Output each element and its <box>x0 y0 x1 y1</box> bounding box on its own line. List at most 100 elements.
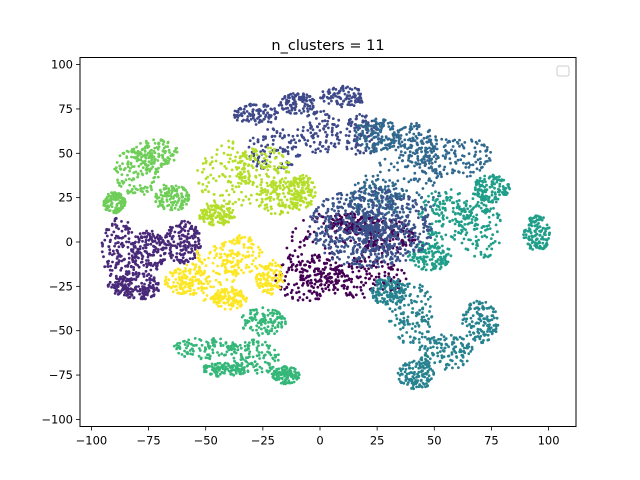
scatter-point <box>252 103 256 106</box>
scatter-point <box>272 373 276 377</box>
scatter-point <box>198 349 202 352</box>
scatter-point <box>478 176 482 180</box>
scatter-point <box>464 166 468 169</box>
scatter-point <box>144 269 148 273</box>
scatter-point <box>443 165 447 169</box>
scatter-point <box>491 310 495 314</box>
scatter-point <box>144 155 147 159</box>
scatter-point <box>485 188 489 192</box>
scatter-point <box>465 324 469 328</box>
scatter-point <box>143 285 146 289</box>
scatter-point <box>160 241 163 245</box>
scatter-point <box>425 384 429 388</box>
scatter-point <box>481 184 485 188</box>
scatter-point <box>481 225 485 228</box>
scatter-point <box>364 115 367 119</box>
scatter-point <box>322 93 326 97</box>
scatter-point <box>133 255 137 259</box>
scatter-point <box>467 166 471 169</box>
scatter-point <box>185 258 189 262</box>
scatter-point <box>223 165 227 168</box>
scatter-point <box>183 349 187 353</box>
scatter-point <box>455 200 459 203</box>
scatter-point <box>242 371 246 375</box>
scatter-point <box>141 147 145 151</box>
scatter-point <box>417 370 421 374</box>
scatter-point <box>277 371 280 374</box>
scatter-point <box>124 272 128 276</box>
scatter-point <box>340 284 344 288</box>
scatter-point <box>544 233 547 237</box>
scatter-point <box>104 231 108 235</box>
scatter-point <box>494 324 498 328</box>
scatter-point <box>138 292 142 296</box>
scatter-point <box>313 273 317 277</box>
scatter-point <box>271 308 275 312</box>
scatter-point <box>229 370 232 374</box>
scatter-point <box>294 100 297 104</box>
scatter-point <box>115 169 118 173</box>
scatter-point <box>479 250 483 254</box>
scatter-point <box>472 170 475 174</box>
scatter-point <box>178 252 182 256</box>
scatter-point <box>247 181 250 185</box>
scatter-point <box>184 223 188 226</box>
scatter-point <box>492 175 496 179</box>
scatter-point <box>432 211 436 215</box>
scatter-point <box>377 272 381 276</box>
scatter-point <box>242 107 246 111</box>
scatter-point <box>166 232 169 235</box>
scatter-point <box>106 285 110 288</box>
scatter-point <box>438 350 442 353</box>
scatter-point <box>269 317 272 321</box>
scatter-point <box>249 326 252 330</box>
scatter-point <box>391 184 395 188</box>
scatter-point <box>449 188 453 191</box>
scatter-point <box>384 180 387 184</box>
scatter-point <box>471 242 475 246</box>
scatter-point <box>484 160 487 164</box>
scatter-point <box>406 315 410 319</box>
scatter-point <box>334 279 337 283</box>
scatter-point <box>223 371 226 375</box>
scatter-point <box>473 192 477 196</box>
scatter-point <box>446 260 450 264</box>
scatter-point <box>255 348 259 352</box>
scatter-point <box>293 249 297 253</box>
scatter-point <box>156 237 160 241</box>
scatter-point <box>178 205 182 209</box>
scatter-point <box>315 292 319 296</box>
scatter-point <box>449 254 453 258</box>
scatter-point <box>197 242 201 246</box>
scatter-point <box>403 138 407 142</box>
scatter-point <box>416 294 420 298</box>
scatter-point <box>306 129 310 132</box>
scatter-point <box>438 164 442 168</box>
scatter-point <box>207 353 211 356</box>
scatter-point <box>491 241 495 245</box>
scatter-point <box>256 321 260 325</box>
scatter-point <box>415 121 418 125</box>
scatter-point <box>139 297 143 301</box>
scatter-point <box>422 170 426 174</box>
scatter-point <box>252 160 255 163</box>
scatter-point <box>469 350 473 353</box>
scatter-point <box>336 275 340 279</box>
scatter-point <box>428 305 432 308</box>
scatter-point <box>312 290 316 294</box>
scatter-point <box>267 120 270 124</box>
scatter-point <box>477 331 481 335</box>
scatter-point <box>449 161 452 165</box>
scatter-point <box>545 223 549 227</box>
scatter-point <box>280 317 283 320</box>
scatter-point <box>365 142 369 146</box>
scatter-point <box>427 156 431 160</box>
scatter-point <box>248 350 252 354</box>
scatter-point <box>371 282 375 285</box>
scatter-point <box>451 218 454 222</box>
scatter-point <box>439 337 442 341</box>
scatter-point <box>233 350 236 354</box>
scatter-point <box>156 233 160 237</box>
scatter-point <box>397 285 401 288</box>
scatter-point <box>435 147 439 151</box>
